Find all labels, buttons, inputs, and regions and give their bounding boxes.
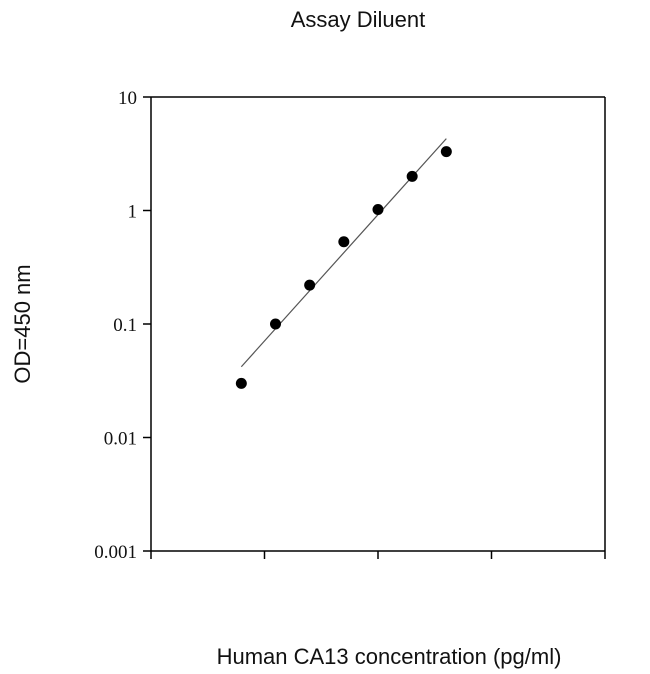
- y-tick-label: 0.1: [113, 315, 137, 336]
- y-tick-label: 1: [128, 202, 138, 223]
- chart-title: Assay Diluent: [291, 7, 426, 32]
- data-point: [269, 318, 281, 330]
- data-point: [440, 146, 452, 158]
- plot-area: 10 1 0.1 0.01 0.001: [94, 88, 606, 563]
- y-tick-label: 0.001: [94, 542, 137, 563]
- y-ticks: 10 1 0.1 0.01 0.001: [94, 88, 151, 563]
- y-tick-label: 10: [118, 88, 137, 109]
- data-point: [304, 279, 316, 291]
- x-axis-label: Human CA13 concentration (pg/ml): [217, 644, 562, 669]
- x-ticks: [150, 551, 606, 559]
- data-point: [372, 204, 384, 216]
- y-axis-label: OD=450 nm: [10, 264, 35, 383]
- data-point: [338, 236, 350, 248]
- data-point: [235, 377, 247, 389]
- data-point: [406, 170, 418, 182]
- y-tick-label: 0.01: [104, 429, 137, 450]
- data-points: [235, 146, 452, 389]
